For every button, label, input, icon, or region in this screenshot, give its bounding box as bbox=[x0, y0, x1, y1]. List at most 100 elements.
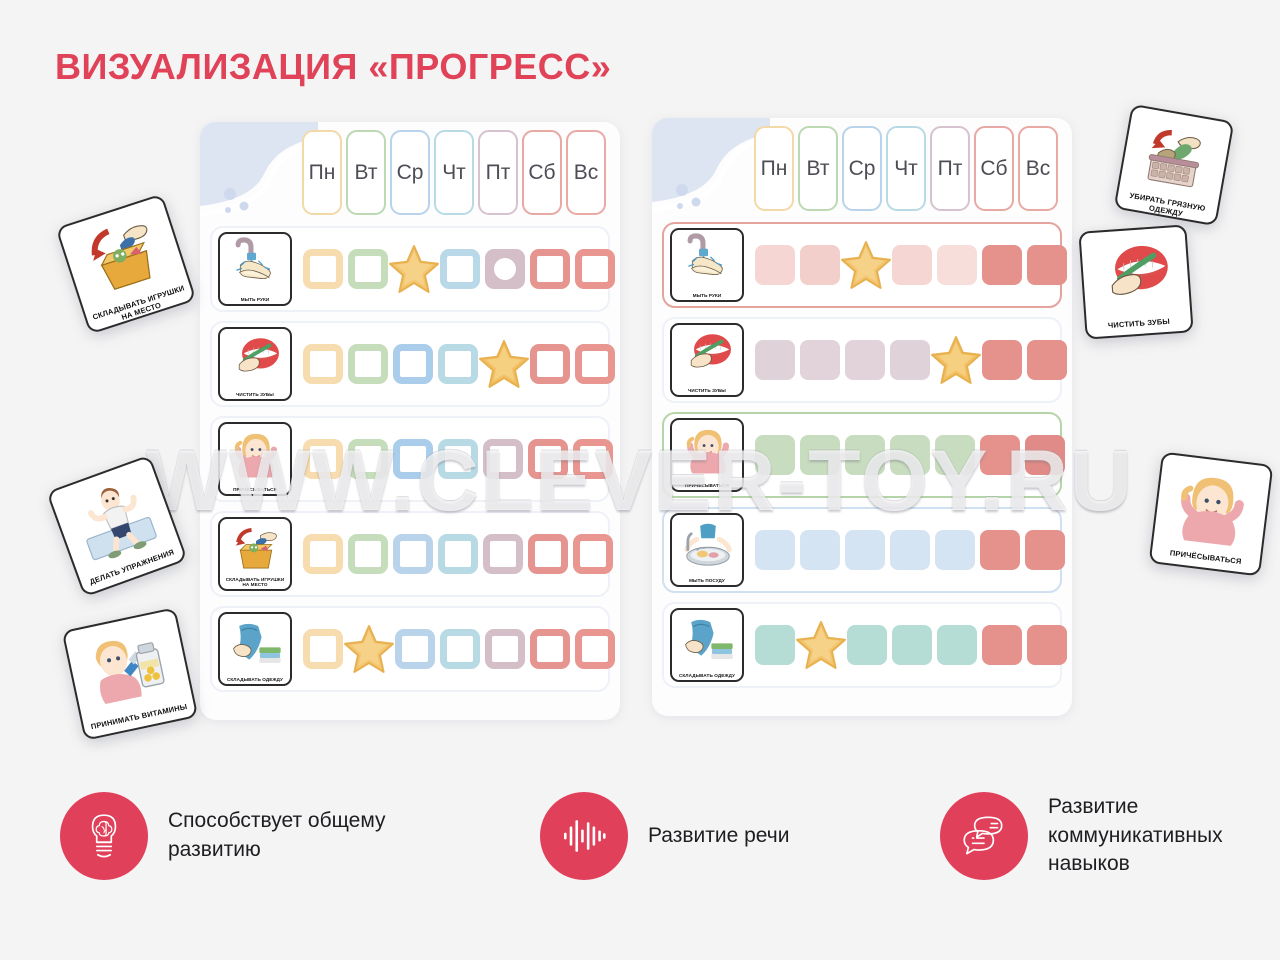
day-chip-6[interactable]: Вс bbox=[566, 130, 606, 215]
progress-cell[interactable] bbox=[348, 534, 388, 574]
progress-cell[interactable] bbox=[573, 439, 613, 479]
progress-cell[interactable] bbox=[303, 344, 343, 384]
day-chip-0[interactable]: Пн bbox=[754, 126, 794, 211]
progress-cell[interactable] bbox=[303, 629, 343, 669]
progress-cell[interactable] bbox=[755, 245, 795, 285]
task-pecs-card[interactable]: ПРИЧЁСЫВАТЬСЯ bbox=[670, 418, 744, 492]
progress-cell[interactable] bbox=[1025, 435, 1065, 475]
progress-cell[interactable] bbox=[935, 435, 975, 475]
day-chip-4[interactable]: Пт bbox=[478, 130, 518, 215]
task-row[interactable]: ПРИЧЁСЫВАТЬСЯ bbox=[210, 416, 613, 502]
day-chip-3[interactable]: Чт bbox=[886, 126, 926, 211]
progress-cell[interactable] bbox=[1027, 340, 1067, 380]
progress-cell[interactable] bbox=[393, 534, 433, 574]
task-pecs-card[interactable]: СКЛАДЫВАТЬ ОДЕЖДУ bbox=[218, 612, 292, 686]
progress-cell[interactable] bbox=[440, 249, 480, 289]
progress-cell-circle[interactable] bbox=[485, 249, 525, 289]
progress-cell[interactable] bbox=[303, 534, 343, 574]
progress-cell[interactable] bbox=[483, 534, 523, 574]
day-chip-1[interactable]: Вт bbox=[346, 130, 386, 215]
task-pecs-card[interactable]: ЧИСТИТЬ ЗУБЫ bbox=[218, 327, 292, 401]
progress-cell[interactable] bbox=[528, 534, 568, 574]
progress-cell[interactable] bbox=[303, 439, 343, 479]
progress-cell[interactable] bbox=[575, 629, 615, 669]
star-token[interactable] bbox=[930, 335, 982, 385]
progress-cell[interactable] bbox=[800, 530, 840, 570]
progress-cell[interactable] bbox=[980, 435, 1020, 475]
progress-cell[interactable] bbox=[800, 245, 840, 285]
task-row[interactable]: СКЛАДЫВАТЬ ОДЕЖДУ bbox=[662, 602, 1067, 688]
progress-cell[interactable] bbox=[892, 625, 932, 665]
progress-cell[interactable] bbox=[528, 439, 568, 479]
day-chip-1[interactable]: Вт bbox=[798, 126, 838, 211]
star-token[interactable] bbox=[388, 244, 440, 294]
day-chip-2[interactable]: Ср bbox=[842, 126, 882, 211]
progress-cell[interactable] bbox=[575, 344, 615, 384]
progress-cell[interactable] bbox=[980, 530, 1020, 570]
progress-cell[interactable] bbox=[982, 340, 1022, 380]
progress-cell[interactable] bbox=[1025, 530, 1065, 570]
progress-cell[interactable] bbox=[845, 530, 885, 570]
progress-cell[interactable] bbox=[348, 439, 388, 479]
task-row[interactable]: МЫТЬ РУКИ bbox=[210, 226, 615, 312]
progress-cell[interactable] bbox=[438, 344, 478, 384]
card-brush-teeth[interactable]: ЧИСТИТЬ ЗУБЫ bbox=[1078, 224, 1194, 340]
progress-cell[interactable] bbox=[845, 435, 885, 475]
progress-cell[interactable] bbox=[530, 629, 570, 669]
progress-cell[interactable] bbox=[1027, 625, 1067, 665]
task-pecs-card[interactable]: МЫТЬ ПОСУДУ bbox=[670, 513, 744, 587]
progress-cell[interactable] bbox=[982, 625, 1022, 665]
progress-cell[interactable] bbox=[303, 249, 343, 289]
card-put-away-laundry[interactable]: УБИРАТЬ ГРЯЗНУЮ ОДЕЖДУ bbox=[1113, 103, 1235, 227]
progress-cell[interactable] bbox=[348, 249, 388, 289]
progress-cell[interactable] bbox=[483, 439, 523, 479]
star-token[interactable] bbox=[840, 240, 892, 290]
task-row[interactable]: ЧИСТИТЬ ЗУБЫ bbox=[210, 321, 615, 407]
card-do-exercises[interactable]: ДЕЛАТЬ УПРАЖНЕНИЯ bbox=[46, 454, 188, 598]
progress-cell[interactable] bbox=[800, 340, 840, 380]
progress-cell[interactable] bbox=[937, 625, 977, 665]
star-token[interactable] bbox=[478, 339, 530, 389]
progress-cell[interactable] bbox=[438, 534, 478, 574]
day-chip-4[interactable]: Пт bbox=[930, 126, 970, 211]
progress-cell[interactable] bbox=[575, 249, 615, 289]
card-take-vitamins[interactable]: ПРИНИМАТЬ ВИТАМИНЫ bbox=[61, 607, 199, 741]
progress-cell[interactable] bbox=[530, 344, 570, 384]
progress-cell[interactable] bbox=[755, 530, 795, 570]
day-chip-0[interactable]: Пн bbox=[302, 130, 342, 215]
progress-cell[interactable] bbox=[393, 439, 433, 479]
task-row[interactable]: ПРИЧЁСЫВАТЬСЯ bbox=[662, 412, 1065, 498]
task-pecs-card[interactable]: МЫТЬ РУКИ bbox=[670, 228, 744, 302]
task-pecs-card[interactable]: МЫТЬ РУКИ bbox=[218, 232, 292, 306]
task-row[interactable]: ЧИСТИТЬ ЗУБЫ bbox=[662, 317, 1067, 403]
task-pecs-card[interactable]: СКЛАДЫВАТЬ ИГРУШКИ НА МЕСТО bbox=[218, 517, 292, 591]
progress-cell[interactable] bbox=[755, 435, 795, 475]
progress-cell[interactable] bbox=[573, 534, 613, 574]
star-token[interactable] bbox=[795, 620, 847, 670]
progress-cell[interactable] bbox=[982, 245, 1022, 285]
task-row[interactable]: СКЛАДЫВАТЬ ОДЕЖДУ bbox=[210, 606, 615, 692]
progress-cell[interactable] bbox=[937, 245, 977, 285]
card-comb-hair[interactable]: ПРИЧЁСЫВАТЬСЯ bbox=[1148, 451, 1274, 577]
task-row[interactable]: МЫТЬ ПОСУДУ bbox=[662, 507, 1065, 593]
day-chip-2[interactable]: Ср bbox=[390, 130, 430, 215]
progress-cell[interactable] bbox=[800, 435, 840, 475]
progress-cell[interactable] bbox=[892, 245, 932, 285]
progress-cell[interactable] bbox=[485, 629, 525, 669]
progress-cell[interactable] bbox=[890, 435, 930, 475]
progress-cell[interactable] bbox=[755, 340, 795, 380]
day-chip-6[interactable]: Вс bbox=[1018, 126, 1058, 211]
progress-cell[interactable] bbox=[935, 530, 975, 570]
progress-cell[interactable] bbox=[438, 439, 478, 479]
progress-cell[interactable] bbox=[847, 625, 887, 665]
progress-cell[interactable] bbox=[393, 344, 433, 384]
progress-cell[interactable] bbox=[845, 340, 885, 380]
day-chip-5[interactable]: Сб bbox=[974, 126, 1014, 211]
task-row[interactable]: МЫТЬ РУКИ bbox=[662, 222, 1067, 308]
task-pecs-card[interactable]: ЧИСТИТЬ ЗУБЫ bbox=[670, 323, 744, 397]
day-chip-5[interactable]: Сб bbox=[522, 130, 562, 215]
progress-cell[interactable] bbox=[440, 629, 480, 669]
progress-cell[interactable] bbox=[1027, 245, 1067, 285]
progress-cell[interactable] bbox=[755, 625, 795, 665]
task-row[interactable]: СКЛАДЫВАТЬ ИГРУШКИ НА МЕСТО bbox=[210, 511, 613, 597]
